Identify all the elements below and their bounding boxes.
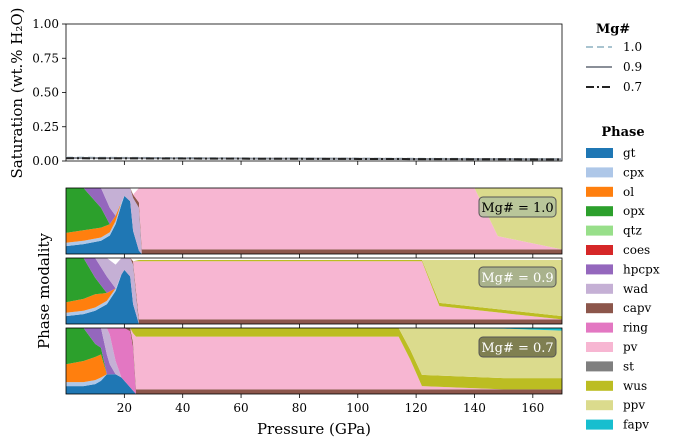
saturation-ylabel: Saturation (wt.% H₂O) [8,7,26,178]
mg-annotation-label: Mg# = 0.7 [481,341,553,356]
phase-legend-label: coes [623,243,650,257]
modality-panel-frame [65,187,563,255]
mg-annotation-label: Mg# = 0.9 [481,271,553,286]
phase-legend-title: Phase [601,125,644,140]
phase-legend-swatch-ring [586,322,613,333]
mgnum-legend-title: Mg# [596,22,630,37]
phase-legend-swatch-pv [586,342,613,352]
phase-area-pv [66,328,562,390]
phase-legend-label: cpx [623,165,644,179]
phase-legend-label: fapv [623,418,649,432]
panel-areas [66,188,562,254]
saturation-ytick-label: 0.50 [32,86,59,100]
pressure-tick-label: 20 [117,401,132,415]
phase-area-gt [66,374,562,394]
phase-legend-label: ppv [623,398,645,412]
phase-legend-swatch-coes [586,245,613,255]
pressure-tick-label: 60 [233,401,248,415]
saturation-ytick-label: 0.75 [32,51,59,65]
phase-legend-label: wus [623,379,647,393]
phase-legend-swatch-qtz [586,225,613,236]
mg-annotation-box [478,196,557,218]
pressure-tick-label: 160 [521,401,544,415]
mg-annotation-label: Mg# = 1.0 [481,201,553,216]
panel-areas [66,328,562,394]
phase-legend-label: opx [623,204,645,218]
mg-annotation-box [478,336,557,358]
mg-annotation-box [478,266,557,288]
phase-area-wus [66,328,562,390]
phase-legend-swatch-gt [586,148,613,158]
phase-area-ppv [66,328,562,379]
phase-legend-label: pv [623,340,638,354]
phase-legend-label: ol [623,185,634,199]
phase-legend-swatch-cpx [586,167,613,178]
modality-panel-frame [65,327,563,395]
pressure-xlabel: Pressure (GPa) [257,420,371,438]
phase-legend-label: hpcpx [623,262,660,276]
phase-area-wad [66,188,562,254]
phase-area-ring [66,328,562,394]
phase-area-ppv [66,188,562,250]
phase-legend-swatch-fapv [586,419,613,430]
phase-legend-label: ring [623,321,648,335]
phase-area-ppv [66,258,562,317]
phase-legend: Phase gt cpx ol opx qtz coes hpcpx wad capv ring p… [586,125,660,432]
phase-legend-label: qtz [623,224,642,238]
phase-legend-swatch-opx [586,206,613,217]
phase-legend-swatch-st [586,361,613,372]
saturation-ytick-label: 0.25 [32,120,59,134]
phase-legend-label: wad [623,282,648,296]
phase-legend-swatch-ol [586,186,613,197]
mgnum-legend-label: 1.0 [623,40,642,54]
phase-legend-swatch-wus [586,380,613,391]
mgnum-legend: Mg# 1.0 0.9 0.7 [586,22,642,94]
modality-panel-1: Mg# = 1.0 [65,187,563,258]
phase-area-wad [66,258,562,324]
phase-legend-label: capv [623,301,652,315]
saturation-panel: 0.00 0.25 0.50 0.75 1.00 Saturation (wt.% H₂… [8,7,563,179]
pressure-tick-label: 100 [346,401,369,415]
phase-area-pv [66,258,562,320]
pressure-tick-label: 40 [175,401,190,415]
phase-modality-panels: Mg# = 1.0 Mg# = 0.9 20 40 60 80 100 120 140 160 Mg… [65,187,563,415]
pressure-tick-label: 120 [405,401,428,415]
saturation-ytick-label: 0.00 [32,154,59,168]
modality-panel-3: 20 40 60 80 100 120 140 160 Mg# = 0.7 [65,327,563,415]
panel-areas [66,258,562,324]
saturation-line-mg-07 [65,157,562,161]
phase-legend-label: gt [623,146,636,160]
modality-panel-2: Mg# = 0.9 [65,257,563,328]
pressure-tick-label: 80 [292,401,307,415]
phase-area-gt [66,195,562,254]
phase-legend-swatch-hpcpx [586,264,613,275]
mgnum-legend-label: 0.7 [623,80,642,94]
pressure-tick-label: 140 [463,401,486,415]
phase-legend-label: st [623,359,634,373]
phase-legend-swatch-wad [586,283,613,294]
phase-legend-swatch-ppv [586,400,613,411]
phase-area-pv [66,188,562,250]
phase-area-wus [66,258,562,320]
phase-legend-swatch-capv [586,303,613,314]
saturation-plot-frame [65,23,563,162]
mgnum-legend-label: 0.9 [623,60,642,74]
modality-panel-frame [65,257,563,325]
phase-area-gt [66,269,562,324]
saturation-ytick-label: 1.00 [32,17,59,31]
phase-modality-ylabel: Phase modality [35,233,53,349]
